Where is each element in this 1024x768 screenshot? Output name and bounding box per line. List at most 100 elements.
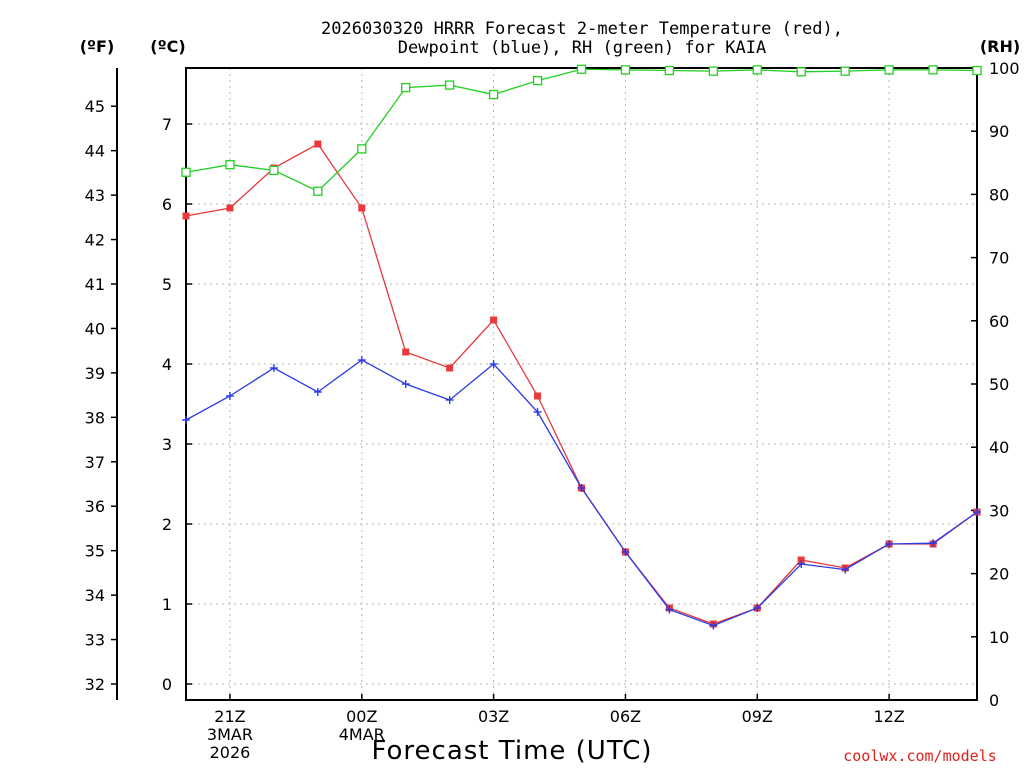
rh-marker <box>313 186 323 196</box>
x-tick-label: 06Z <box>610 707 641 726</box>
series-line <box>185 359 978 627</box>
dewpoint-marker <box>445 396 454 404</box>
x-tick-label: 12Z <box>873 707 904 726</box>
rh-marker <box>269 165 279 176</box>
grid-lines <box>186 68 977 700</box>
rh-tick-label: 60 <box>989 312 1009 331</box>
rh-marker <box>225 160 235 170</box>
fahrenheit-tick-label: 43 <box>85 186 105 205</box>
celsius-tick-label: 0 <box>162 675 172 694</box>
rh-tick-label: 50 <box>989 375 1009 394</box>
rh-marker <box>357 144 367 154</box>
rh-marker <box>796 67 806 77</box>
rh-marker <box>928 65 938 75</box>
plot-frame <box>185 67 978 701</box>
x-tick-label: 09Z <box>742 707 773 726</box>
rh-tick-label: 10 <box>989 628 1009 647</box>
rh-tick-label: 100 <box>989 59 1020 78</box>
rh-marker <box>445 80 455 90</box>
rh-tick-label: 40 <box>989 438 1009 457</box>
temperature-marker <box>402 348 410 356</box>
chart-title-line-2: Dewpoint (blue), RH (green) for KAIA <box>398 38 766 58</box>
dewpoint-marker <box>225 392 234 400</box>
temperature-marker <box>490 316 498 324</box>
temperature-marker <box>446 364 454 372</box>
x-axis-label: Forecast Time (UTC) <box>371 736 652 766</box>
rh-marker <box>620 65 631 75</box>
x-tick-label: 2026 <box>210 743 251 762</box>
fahrenheit-tick-label: 42 <box>85 231 105 250</box>
rh-tick-label: 20 <box>989 565 1009 584</box>
dewpoint-marker <box>182 416 190 424</box>
temperature-marker <box>226 204 234 212</box>
dewpoint-marker <box>841 565 850 574</box>
celsius-tick-label: 4 <box>162 355 172 374</box>
dewpoint-marker <box>533 408 542 416</box>
celsius-tick-label: 7 <box>162 115 172 134</box>
rh-tick-label: 0 <box>989 691 999 710</box>
rh-marker <box>884 65 894 75</box>
fahrenheit-tick-label: 38 <box>85 408 105 427</box>
dewpoint-marker <box>401 380 410 388</box>
temperature-marker <box>314 140 322 148</box>
dewpoint-marker <box>797 560 806 568</box>
axes <box>111 67 978 701</box>
fahrenheit-tick-label: 34 <box>85 586 105 605</box>
fahrenheit-unit-label: (ºF) <box>80 37 115 56</box>
series-line <box>185 68 978 193</box>
celsius-unit-label: (ºC) <box>150 37 185 56</box>
dewpoint-marker <box>577 484 586 492</box>
series-line <box>185 143 978 625</box>
rh-marker <box>708 66 718 76</box>
fahrenheit-tick-label: 33 <box>85 631 105 650</box>
dewpoint-marker <box>621 548 630 556</box>
rh-marker <box>181 167 191 177</box>
rh-tick-label: 70 <box>989 249 1009 268</box>
dewpoint-marker <box>313 388 322 396</box>
fahrenheit-tick-label: 40 <box>85 319 105 338</box>
fahrenheit-tick-label: 39 <box>85 364 105 383</box>
rh-marker <box>576 64 587 74</box>
fahrenheit-tick-label: 37 <box>85 453 105 472</box>
celsius-tick-label: 3 <box>162 435 172 454</box>
celsius-tick-label: 1 <box>162 595 172 614</box>
fahrenheit-tick-label: 32 <box>85 675 105 694</box>
fahrenheit-tick-label: 41 <box>85 275 105 294</box>
dewpoint-marker <box>753 604 762 612</box>
rh-tick-label: 30 <box>989 501 1009 520</box>
rh-marker <box>840 66 850 76</box>
x-tick-label: 00Z <box>346 707 377 726</box>
x-tick-label: 03Z <box>478 707 509 726</box>
dewpoint-marker <box>357 356 366 364</box>
dewpoint-marker <box>269 364 278 372</box>
fahrenheit-tick-label: 44 <box>85 142 105 161</box>
dewpoint-marker <box>973 508 981 516</box>
dewpoint-marker <box>929 539 938 548</box>
rh-marker <box>401 82 411 93</box>
rh-tick-label: 80 <box>989 185 1009 204</box>
x-tick-label: 21Z <box>214 707 245 726</box>
fahrenheit-tick-label: 36 <box>85 497 105 516</box>
celsius-tick-label: 5 <box>162 275 172 294</box>
x-tick-label: 4MAR <box>339 725 385 744</box>
tick-labels: 3233343536373839404142434445012345670102… <box>85 59 1020 762</box>
fahrenheit-tick-label: 45 <box>85 97 105 116</box>
temperature-marker <box>358 204 366 212</box>
dewpoint-marker <box>489 360 498 368</box>
temperature-marker <box>534 392 542 400</box>
rh-marker <box>972 65 982 76</box>
rh-marker <box>488 89 499 100</box>
temperature-marker <box>182 212 190 220</box>
celsius-tick-label: 6 <box>162 195 172 214</box>
rh-tick-label: 90 <box>989 122 1009 141</box>
celsius-tick-label: 2 <box>162 515 172 534</box>
dewpoint-marker <box>665 605 674 614</box>
rh-unit-label: (RH) <box>980 37 1020 56</box>
dewpoint-marker <box>709 621 718 630</box>
data-series <box>181 64 982 630</box>
rh-marker <box>664 65 675 76</box>
rh-marker <box>532 75 543 86</box>
dewpoint-marker <box>885 540 894 548</box>
x-tick-label: 3MAR <box>207 725 253 744</box>
